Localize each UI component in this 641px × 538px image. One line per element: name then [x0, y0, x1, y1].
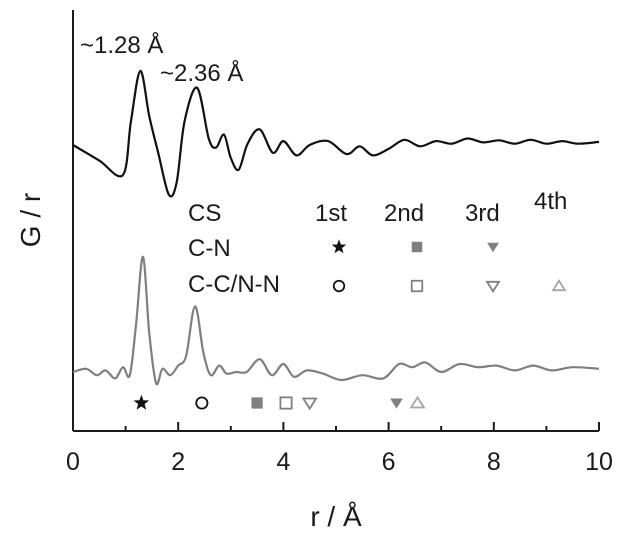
- legend-symbol-open-up-triangle: [551, 279, 567, 292]
- legend-symbols: [331, 239, 567, 293]
- x-axis-title: r / Å: [310, 501, 362, 532]
- x-tick-label: 6: [382, 448, 396, 476]
- peak-marker-open-down-triangle: [301, 397, 318, 411]
- series-line-2: [72, 255, 600, 386]
- x-tick-label: 10: [585, 448, 613, 476]
- y-axis-title: G / r: [15, 193, 46, 247]
- peak-marker-open-square: [279, 396, 293, 410]
- x-tick-label: 0: [66, 448, 80, 476]
- legend: CS 1st 2nd 3rd 4th C-N C-C/N-N: [188, 188, 567, 298]
- legend-symbol-filled-star: [331, 239, 347, 254]
- legend-col-2nd: 2nd: [384, 200, 424, 227]
- legend-col-1st: 1st: [315, 200, 347, 227]
- peak-marker-filled-star: [133, 394, 150, 410]
- legend-row-cs: CS: [188, 200, 221, 227]
- legend-symbol-filled-square: [411, 241, 423, 253]
- legend-col-4th: 4th: [534, 188, 567, 215]
- x-tick-label: 4: [276, 448, 290, 476]
- peak-label-2: ~2.36 Å: [160, 59, 243, 87]
- peak-marker-open-circle: [195, 396, 209, 410]
- peak-marker-filled-square: [251, 397, 263, 409]
- legend-symbol-filled-down-triangle: [487, 242, 499, 253]
- legend-symbol-open-down-triangle: [485, 280, 501, 293]
- legend-symbol-open-square: [410, 279, 424, 293]
- marker-group: [133, 394, 426, 411]
- legend-symbol-open-circle: [332, 279, 346, 293]
- peak-label-1: ~1.28 Å: [80, 31, 163, 59]
- legend-row-cn: C-N: [188, 235, 231, 262]
- series-group: [72, 69, 600, 386]
- peak-marker-filled-down-triangle: [390, 398, 403, 409]
- series-line-1: [72, 69, 600, 198]
- x-ticks: [72, 422, 600, 431]
- peak-marker-open-up-triangle: [409, 395, 426, 409]
- legend-col-3rd: 3rd: [465, 200, 500, 227]
- x-tick-labels: 0 2 4 6 8 10: [66, 448, 613, 476]
- legend-row-ccnn: C-C/N-N: [188, 271, 280, 298]
- x-tick-label: 2: [171, 448, 185, 476]
- x-tick-label: 8: [487, 448, 501, 476]
